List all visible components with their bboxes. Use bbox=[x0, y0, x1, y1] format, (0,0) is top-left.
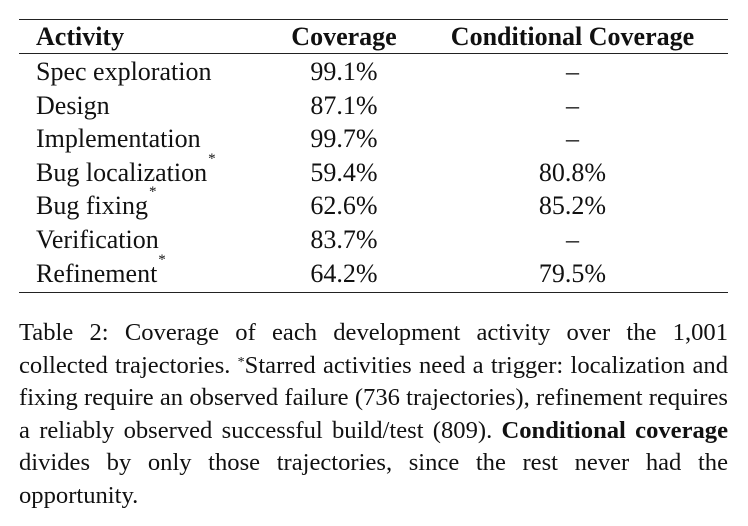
activity-name: Bug localization bbox=[36, 157, 208, 187]
activity-cell: Bug fixing* bbox=[19, 185, 271, 223]
activity-cell: Design bbox=[19, 89, 271, 123]
activity-name: Spec exploration bbox=[36, 57, 212, 86]
conditional-coverage-cell: 79.5% bbox=[417, 256, 728, 294]
conditional-coverage-cell: – bbox=[566, 224, 579, 254]
caption-text-part3: divides by only those trajectories, sinc… bbox=[19, 449, 728, 509]
conditional-coverage-cell: – bbox=[566, 57, 579, 86]
coverage-cell: 59.4% bbox=[310, 157, 378, 187]
coverage-table-container: Activity Coverage Conditional Coverage S… bbox=[19, 19, 728, 294]
activity-name: Verification bbox=[36, 224, 159, 254]
table-row: Design 87.1% – bbox=[19, 89, 728, 123]
conditional-coverage-cell: 80.8% bbox=[538, 157, 607, 187]
conditional-coverage-cell: – bbox=[566, 124, 579, 154]
table-row: Refinement* 64.2% 79.5% bbox=[19, 252, 728, 294]
table-row: Bug fixing* 62.6% 85.2% bbox=[19, 185, 728, 223]
starred-marker: * bbox=[208, 150, 216, 167]
activity-name: Design bbox=[36, 90, 110, 120]
coverage-cell: 99.1% bbox=[310, 57, 378, 86]
activity-name: Bug fixing bbox=[36, 191, 148, 221]
table-row: Implementation 99.7% – bbox=[19, 122, 728, 156]
activity-cell: Spec exploration bbox=[19, 54, 271, 89]
table-row: Spec exploration 99.1% – bbox=[19, 54, 728, 89]
conditional-coverage-cell: 85.2% bbox=[538, 191, 607, 221]
table-body: Spec exploration 99.1% – Design 87.1% – Implem… bbox=[19, 54, 728, 294]
caption-star-marker: * bbox=[237, 354, 245, 370]
coverage-table: Activity Coverage Conditional Coverage S… bbox=[19, 19, 728, 294]
table-row: Verification 83.7% – bbox=[19, 223, 728, 257]
table-header: Activity Coverage Conditional Coverage bbox=[19, 19, 728, 54]
table-row: Bug localization* 59.4% 80.8% bbox=[19, 151, 728, 190]
caption-text-part2: Starred activities need a trig­ger: loca… bbox=[19, 351, 728, 444]
activity-name: Implementation bbox=[36, 124, 201, 154]
conditional-coverage-cell: – bbox=[566, 90, 579, 120]
header-row: Activity Coverage Conditional Coverage bbox=[19, 19, 728, 54]
header-conditional-coverage: Conditional Coverage bbox=[417, 19, 728, 54]
coverage-cell: 87.1% bbox=[310, 90, 378, 120]
coverage-cell: 64.2% bbox=[271, 256, 417, 294]
activity-cell: Implementation bbox=[19, 122, 271, 156]
caption-text-part1: Table 2: Coverage of each development ac… bbox=[19, 319, 728, 379]
coverage-cell: 83.7% bbox=[310, 224, 378, 254]
activity-name: Refinement bbox=[36, 258, 158, 288]
activity-cell: Verification bbox=[19, 223, 271, 257]
header-coverage: Coverage bbox=[271, 19, 417, 54]
activity-cell: Bug localization* bbox=[19, 151, 271, 190]
coverage-cell: 62.6% bbox=[310, 191, 378, 221]
caption-bold-term: Conditional coverage bbox=[501, 416, 729, 444]
activity-cell: Refinement* bbox=[19, 252, 271, 294]
coverage-cell: 99.7% bbox=[310, 124, 378, 154]
header-activity: Activity bbox=[19, 19, 271, 54]
starred-marker: * bbox=[158, 251, 166, 268]
starred-marker: * bbox=[148, 184, 157, 201]
table-caption: Table 2: Coverage of each development ac… bbox=[19, 317, 728, 512]
